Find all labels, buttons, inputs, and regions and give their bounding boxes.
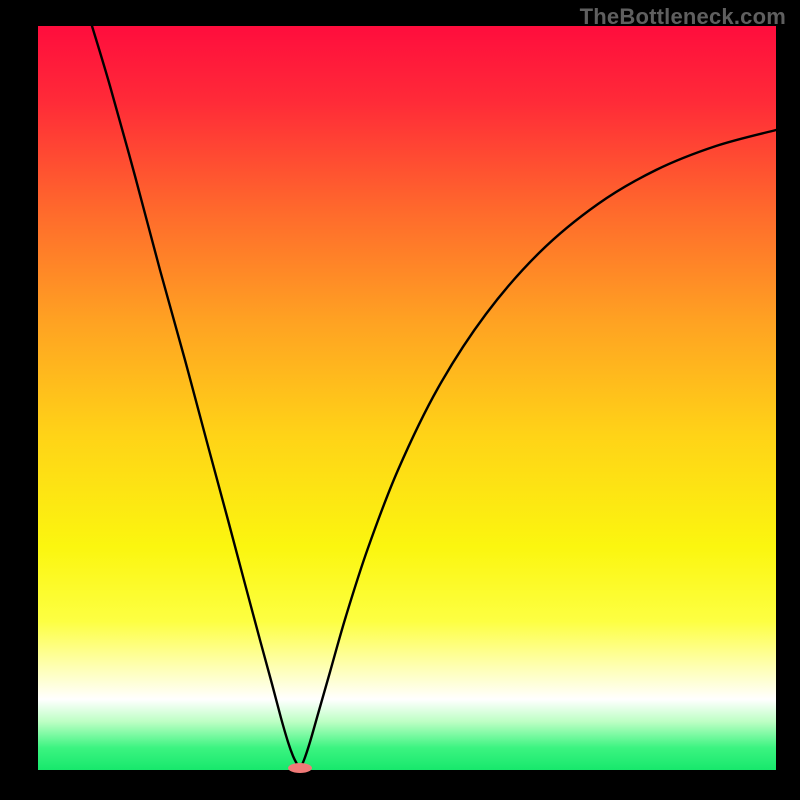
curve-minimum-marker bbox=[288, 763, 312, 773]
watermark-text: TheBottleneck.com bbox=[580, 4, 786, 30]
plot-background bbox=[38, 26, 776, 770]
